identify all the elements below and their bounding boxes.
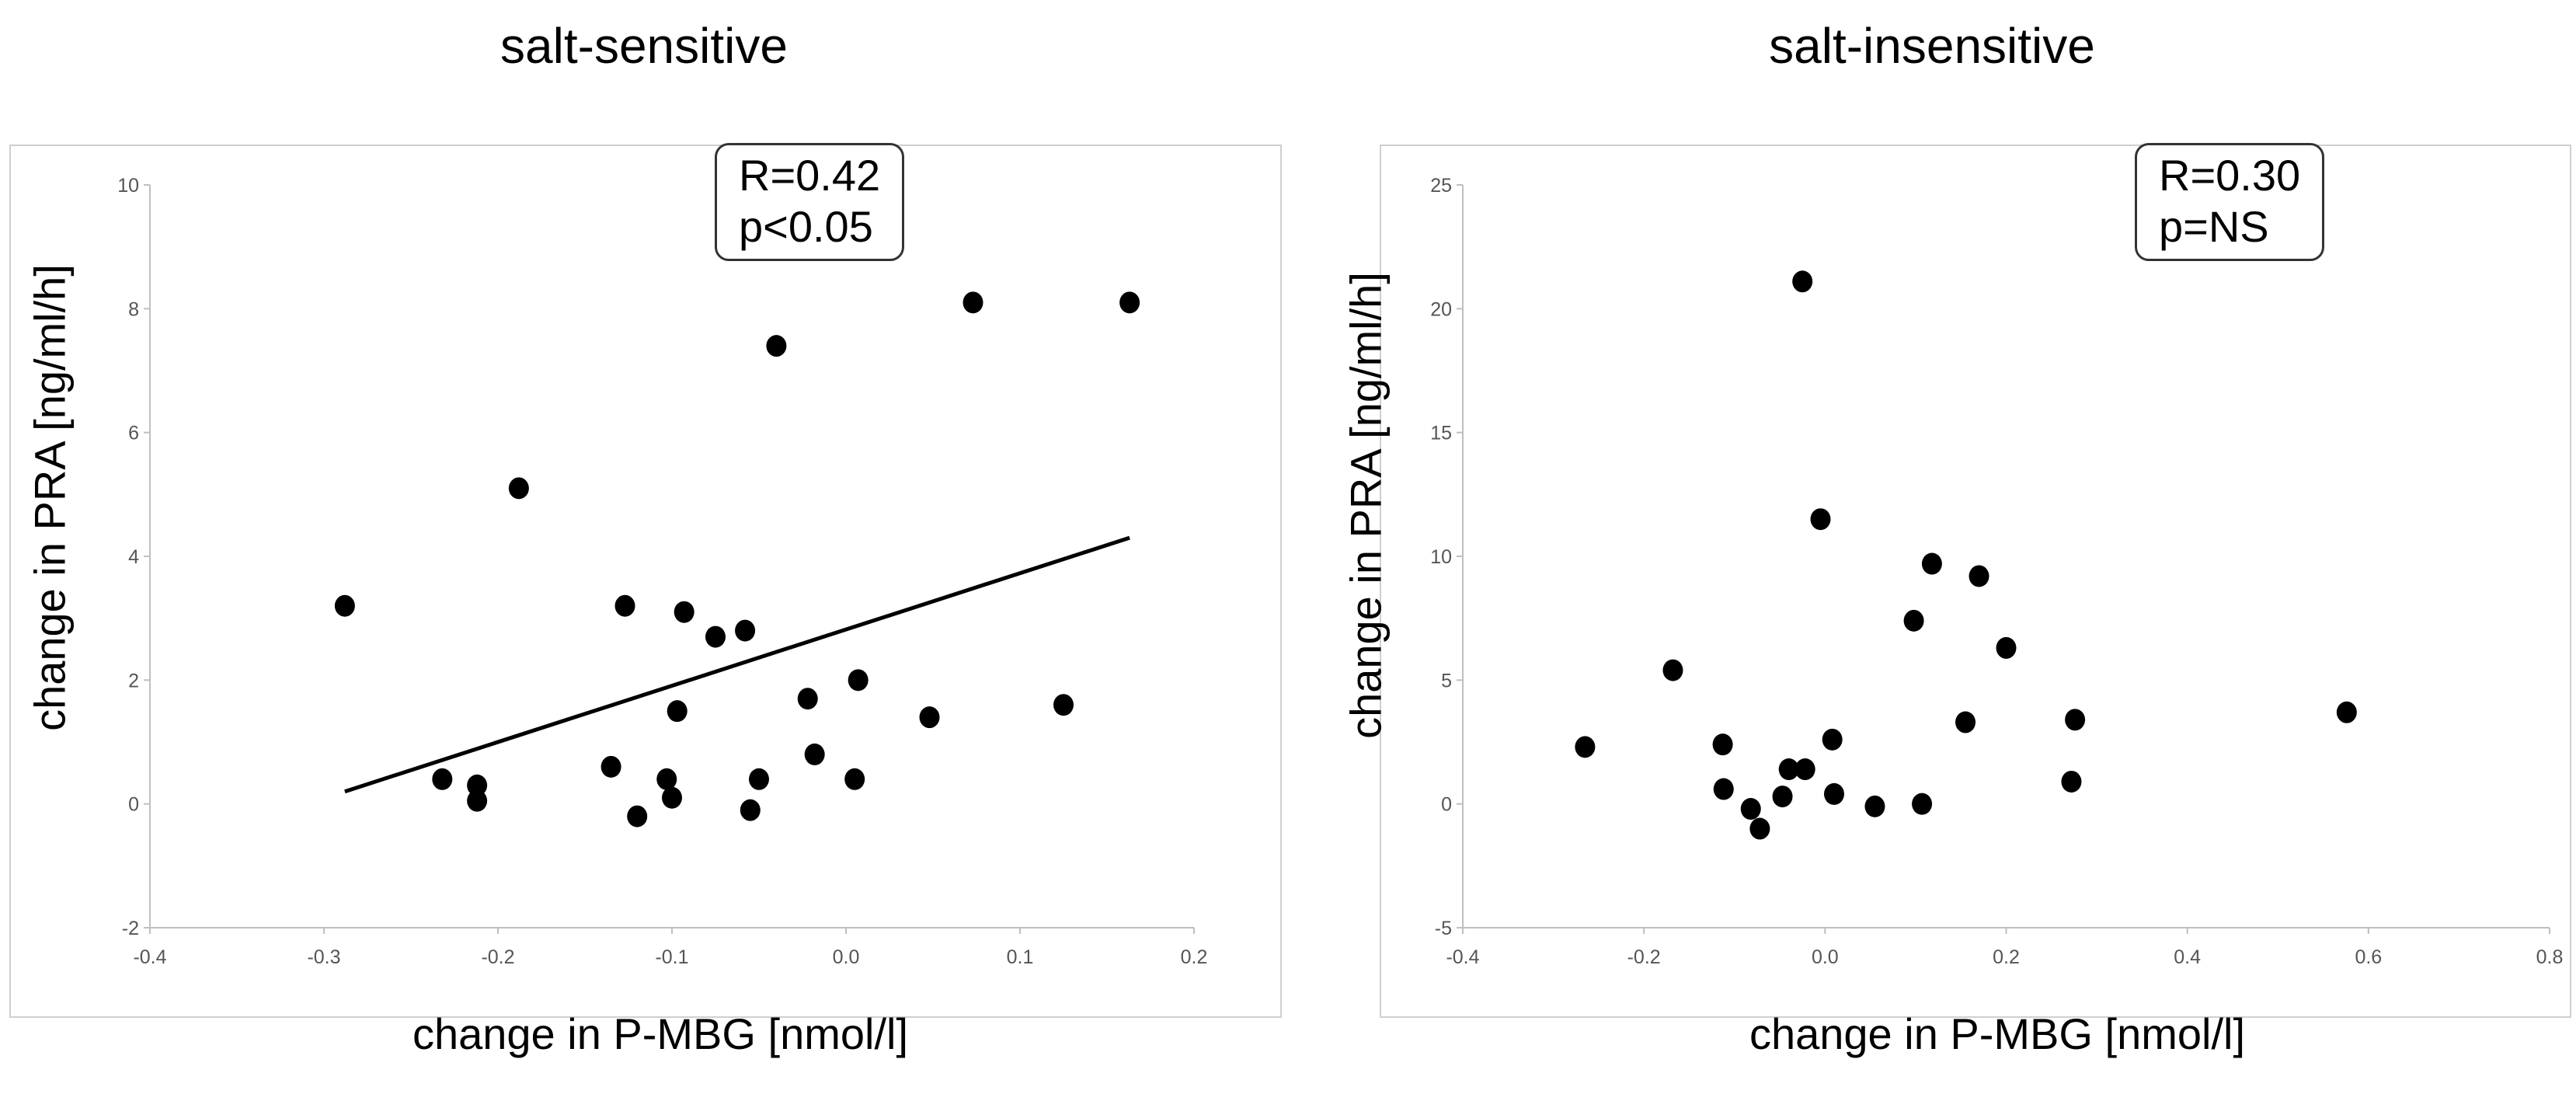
data-point [749, 768, 769, 790]
y-tick-label: -5 [1435, 918, 1452, 939]
scatter-plot: -5 0 5 10 15 20 25 -0.4 -0.2 0.0 0.2 0.4 0.6 0.8 [1430, 175, 2564, 968]
x-tick-label: 0.0 [1812, 946, 1839, 968]
data-point [1740, 798, 1761, 820]
data-point [1749, 817, 1770, 840]
data-point [2336, 701, 2357, 723]
x-tick-label: -0.4 [1446, 946, 1479, 968]
data-point [735, 619, 756, 642]
data-point [1912, 793, 1933, 815]
y-tick-label: 20 [1430, 298, 1452, 320]
data-point [1921, 552, 1942, 575]
data-point [432, 768, 453, 790]
data-point [1662, 659, 1683, 681]
data-point [705, 625, 726, 648]
data-point [1810, 508, 1831, 531]
data-point [1903, 609, 1924, 632]
y-tick-label: 6 [128, 423, 139, 444]
data-point [656, 768, 677, 790]
data-point [1119, 291, 1140, 314]
data-point [667, 700, 688, 723]
r-value: R=0.42 [739, 151, 881, 200]
plot-frame [1380, 145, 2571, 1018]
x-tick-label: 0.6 [2355, 946, 2382, 968]
y-tick-label: 10 [117, 175, 139, 197]
data-point [1823, 782, 1844, 805]
x-axis-label: change in P-MBG [nmol/l] [1749, 1009, 2246, 1058]
data-point [766, 335, 787, 357]
y-tick-label: 15 [1430, 423, 1452, 444]
x-tick-label: -0.1 [655, 946, 688, 968]
data-point [1778, 758, 1799, 781]
data-point [1713, 778, 1734, 800]
data-point [600, 755, 621, 778]
x-tick-label: 0.2 [1181, 946, 1208, 968]
x-axis-label: change in P-MBG [nmol/l] [412, 1009, 909, 1058]
y-tick-label: 0 [1441, 794, 1452, 816]
data-point [1864, 795, 1885, 817]
x-tick-label: -0.2 [481, 946, 514, 968]
chart-title: salt-insensitive [1769, 18, 2095, 74]
y-tick-label: 5 [1441, 670, 1452, 692]
x-tick-label: 0.2 [1993, 946, 2020, 968]
y-tick-label: 2 [128, 670, 139, 692]
data-point [2065, 709, 2086, 731]
x-tick-label: 0.0 [833, 946, 860, 968]
correlation-annotation: R=0.42 p<0.05 [715, 143, 905, 261]
y-tick-label: 25 [1430, 175, 1452, 197]
trendline [344, 535, 1130, 794]
x-tick-label: 0.1 [1007, 946, 1034, 968]
data-point [1955, 711, 1976, 733]
data-point [1053, 694, 1074, 716]
data-point [1996, 636, 2017, 659]
x-tick-label: -0.3 [307, 946, 340, 968]
data-point [1575, 736, 1596, 758]
chart-panel-salt-insensitive: salt-insensitive -5 0 5 10 15 20 25 -0.4 -0.2 0.0… [1288, 0, 2576, 1094]
data-point [627, 805, 648, 827]
y-axis-label: change in PRA [ng/ml/h] [1341, 272, 1391, 739]
p-value: p<0.05 [739, 202, 873, 251]
data-point [1772, 786, 1793, 808]
chart-panel-salt-sensitive: salt-sensitive -2 0 2 4 6 8 10 -0.4 -0.3 -0.2 -0.1… [9, 18, 1282, 1058]
data-point [614, 594, 635, 617]
data-point [848, 669, 869, 692]
data-point [844, 768, 865, 790]
scatter-plot: -2 0 2 4 6 8 10 -0.4 -0.3 -0.2 -0.1 0.0 0.1 0.2 [117, 175, 1208, 968]
r-value: R=0.30 [2159, 151, 2301, 200]
chart-title: salt-sensitive [500, 18, 788, 74]
data-point [804, 743, 825, 765]
data-point [740, 799, 761, 821]
data-point [674, 601, 694, 623]
data-point [662, 786, 682, 809]
data-point [1822, 728, 1843, 751]
correlation-annotation: R=0.30 p=NS [2135, 143, 2325, 261]
y-axis-label: change in PRA [ng/ml/h] [25, 264, 75, 731]
data-point [963, 291, 983, 314]
data-point [467, 774, 488, 796]
data-point [334, 594, 355, 617]
data-point [467, 789, 488, 812]
data-point [508, 477, 529, 500]
data-point [1792, 270, 1813, 293]
plot-frame [9, 145, 1282, 1018]
y-tick-label: -2 [122, 918, 139, 939]
data-point [1794, 758, 1815, 781]
data-point [1712, 733, 1733, 756]
x-tick-label: -0.2 [1627, 946, 1661, 968]
y-tick-label: 0 [128, 794, 139, 816]
x-tick-label: 0.4 [2174, 946, 2201, 968]
y-tick-label: 10 [1430, 546, 1452, 568]
data-point [919, 706, 940, 729]
x-tick-label: -0.4 [133, 946, 166, 968]
data-point [2061, 770, 2082, 793]
data-point [797, 688, 818, 710]
x-tick-label: 0.8 [2536, 946, 2564, 968]
y-tick-label: 4 [128, 546, 139, 568]
data-point [1969, 565, 1989, 587]
p-value: p=NS [2159, 202, 2269, 251]
y-tick-label: 8 [128, 298, 139, 320]
